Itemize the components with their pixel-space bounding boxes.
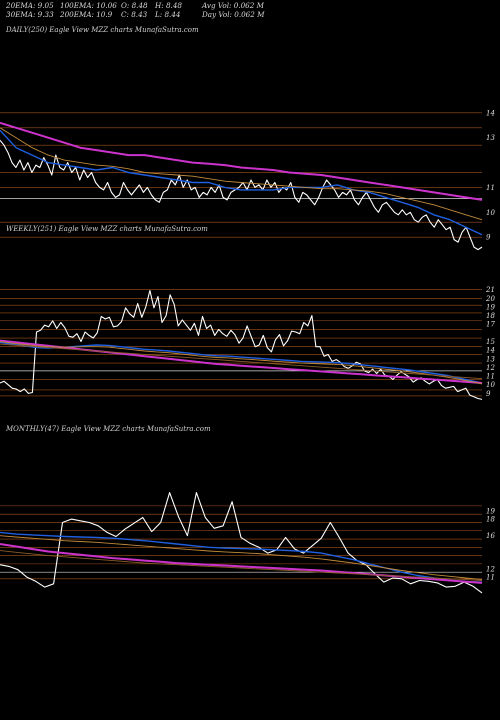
y-tick-label: 13	[486, 355, 495, 363]
y-tick-label: 15	[486, 338, 495, 346]
y-tick-label: 17	[486, 321, 495, 329]
stat-100ema: 100EMA: 10.06	[60, 1, 117, 10]
stat-open: O: 8.48	[121, 1, 148, 10]
y-tick-label: 21	[485, 286, 495, 294]
stat-close: C: 8.43	[121, 10, 148, 19]
ema-mid-series-line	[0, 535, 483, 581]
price-series-line	[0, 139, 483, 251]
y-tick-label: 11	[486, 373, 495, 381]
y-tick-label: 19	[486, 303, 495, 311]
y-tick-label: 18	[486, 312, 495, 320]
ema-mid-series-line	[0, 127, 483, 221]
ema-fast-series-line	[0, 341, 483, 384]
stats-row: 30EMA: 9.33 200EMA: 10.9 C: 8.43 L: 8.44…	[6, 10, 306, 19]
stats-header: 20EMA: 9.05 100EMA: 10.06 O: 8.48 H: 8.4…	[6, 1, 306, 19]
y-tick-label: 13	[486, 134, 495, 142]
stat-day-vol: Day Vol: 0.062 M	[202, 10, 265, 19]
stat-20ema: 20EMA: 9.05	[6, 1, 54, 10]
y-tick-label: 20	[485, 295, 495, 303]
price-series-line	[0, 289, 483, 400]
y-tick-label: 14	[486, 347, 495, 355]
y-tick-label: 10	[486, 209, 495, 217]
y-tick-label: 18	[486, 516, 495, 524]
y-tick-label: 16	[486, 532, 495, 540]
ema-mid-series-line	[0, 341, 483, 385]
ema-long-series-line	[0, 343, 483, 380]
stat-30ema: 30EMA: 9.33	[6, 10, 54, 19]
ema-fast-series-line	[0, 129, 483, 236]
weekly-chart-title: WEEKLY(251) Eagle View MZZ charts Munafa…	[6, 225, 208, 233]
stat-low: L: 8.44	[155, 10, 181, 19]
ema-long-series-line	[0, 550, 483, 581]
y-tick-label: 14	[486, 109, 495, 117]
y-tick-label: 11	[486, 184, 495, 192]
daily-chart-title: DAILY(250) Eagle View MZZ charts MunafaS…	[6, 26, 199, 34]
stats-row: 20EMA: 9.05 100EMA: 10.06 O: 8.48 H: 8.4…	[6, 1, 306, 10]
stat-200ema: 200EMA: 10.9	[60, 10, 113, 19]
y-tick-label: 12	[486, 364, 495, 372]
stat-high: H: 8.48	[155, 1, 182, 10]
y-tick-label: 19	[486, 507, 495, 515]
y-tick-label: 9	[486, 390, 491, 398]
y-tick-label: 12	[486, 565, 495, 573]
stat-avg-vol: Avg Vol: 0.062 M	[202, 1, 264, 10]
y-tick-label: 10	[486, 381, 495, 389]
monthly-chart-title: MONTHLY(47) Eagle View MZZ charts Munafa…	[6, 425, 211, 433]
y-tick-label: 11	[486, 574, 495, 582]
ema-fast-series-line	[0, 531, 483, 583]
ema-slow-series-line	[0, 339, 483, 384]
ema-slow-series-line	[0, 121, 483, 201]
price-series-line	[0, 492, 483, 594]
daily-panel: 9 10 11 13 14	[0, 109, 495, 251]
y-tick-label: 9	[486, 234, 491, 242]
